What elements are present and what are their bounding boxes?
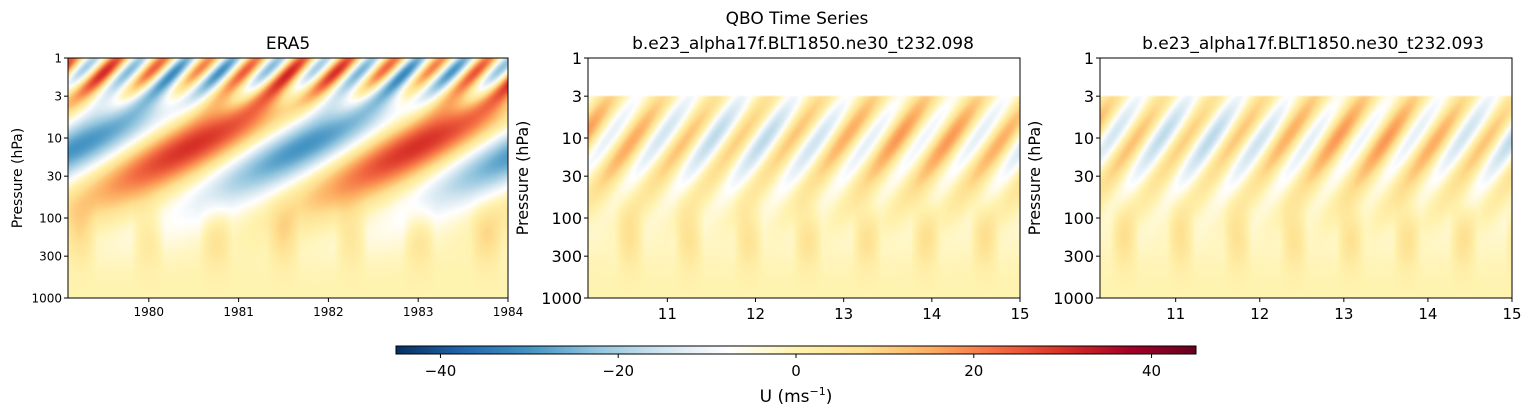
y-tick-label: 30 xyxy=(562,167,582,186)
plot-frame-run-098 xyxy=(587,57,1021,299)
y-tick-label: 3 xyxy=(1084,87,1094,106)
y-tick-label: 1 xyxy=(1084,49,1094,68)
colorbar-label-exponent: −1 xyxy=(810,385,826,398)
x-ticks-run-098: 11 12 13 14 15 xyxy=(658,298,1030,323)
suptitle: QBO Time Series xyxy=(726,9,869,29)
y-tick-label: 1000 xyxy=(31,291,62,305)
y-tick-label: 3 xyxy=(572,87,582,106)
panel-era5: ERA5 Pressure (hPa) 1 3 10 30 100 300 1000 198… xyxy=(10,34,523,319)
colorbar: −40 −20 0 20 40 U (ms−1) xyxy=(395,345,1197,407)
colorbar-tick-label: 20 xyxy=(964,362,983,380)
y-ticks-run-093: 1 3 10 30 100 300 1000 xyxy=(1053,49,1100,308)
y-tick-label: 30 xyxy=(1074,167,1094,186)
panel-run-093: b.e23_alpha17f.BLT1850.ne30_t232.093 Pre… xyxy=(1025,34,1522,323)
x-ticks-run-093: 11 12 13 14 15 xyxy=(1166,298,1522,323)
colorbar-label-main: U (ms xyxy=(760,387,810,407)
y-tick-label: 1000 xyxy=(541,289,582,308)
y-tick-label: 100 xyxy=(1063,209,1094,228)
y-tick-label: 10 xyxy=(47,131,62,145)
colorbar-label-close: ) xyxy=(826,387,833,407)
x-tick-label: 11 xyxy=(658,305,677,323)
y-tick-label: 10 xyxy=(562,129,582,148)
x-tick-label: 15 xyxy=(1010,305,1029,323)
y-tick-label: 10 xyxy=(1074,129,1094,148)
colorbar-tick-label: 40 xyxy=(1142,362,1161,380)
y-tick-label: 300 xyxy=(39,249,62,263)
x-ticks-era5: 1980 1981 1982 1983 1984 xyxy=(134,298,524,319)
plot-frame-era5 xyxy=(67,57,509,299)
heatmap-run-093 xyxy=(1100,58,1512,298)
y-tick-label: 1 xyxy=(54,51,62,65)
y-tick-label: 30 xyxy=(47,169,62,183)
y-tick-label: 300 xyxy=(1063,247,1094,266)
colorbar-tick-label: 0 xyxy=(791,362,801,380)
x-tick-label: 1982 xyxy=(313,305,344,319)
x-tick-label: 1983 xyxy=(403,305,434,319)
y-tick-label: 100 xyxy=(551,209,582,228)
colorbar-gradient xyxy=(395,345,1197,355)
y-axis-label-era5: Pressure (hPa) xyxy=(10,128,26,228)
x-tick-label: 1980 xyxy=(134,305,165,319)
y-tick-label: 100 xyxy=(39,211,62,225)
panel-title-run-093: b.e23_alpha17f.BLT1850.ne30_t232.093 xyxy=(1142,34,1484,54)
y-ticks-run-098: 1 3 10 30 100 300 1000 xyxy=(541,49,588,308)
plot-frame-run-093 xyxy=(1099,57,1513,299)
y-axis-label-run-098: Pressure (hPa) xyxy=(513,121,532,236)
x-tick-label: 12 xyxy=(746,305,765,323)
x-tick-label: 1981 xyxy=(223,305,254,319)
heatmap-era5 xyxy=(68,58,508,298)
x-tick-label: 1984 xyxy=(493,305,524,319)
panel-title-era5: ERA5 xyxy=(266,34,310,54)
x-tick-label: 12 xyxy=(1250,305,1269,323)
x-tick-label: 13 xyxy=(834,305,853,323)
colorbar-tick-label: −40 xyxy=(425,362,457,380)
y-tick-label: 3 xyxy=(54,89,62,103)
panel-run-098: b.e23_alpha17f.BLT1850.ne30_t232.098 Pre… xyxy=(513,34,1030,323)
y-tick-label: 1000 xyxy=(1053,289,1094,308)
y-ticks-era5: 1 3 10 30 100 300 1000 xyxy=(31,51,68,305)
y-axis-label-run-093: Pressure (hPa) xyxy=(1025,121,1044,236)
x-tick-label: 15 xyxy=(1502,305,1521,323)
x-tick-label: 14 xyxy=(922,305,941,323)
x-tick-label: 14 xyxy=(1418,305,1437,323)
y-tick-label: 300 xyxy=(551,247,582,266)
x-tick-label: 11 xyxy=(1166,305,1185,323)
panel-title-run-098: b.e23_alpha17f.BLT1850.ne30_t232.098 xyxy=(632,34,974,54)
colorbar-ticks: −40 −20 0 20 40 xyxy=(425,354,1161,380)
y-tick-label: 1 xyxy=(572,49,582,68)
colorbar-tick-label: −20 xyxy=(602,362,634,380)
x-tick-label: 13 xyxy=(1334,305,1353,323)
colorbar-label: U (ms−1) xyxy=(760,385,833,407)
heatmap-run-098 xyxy=(588,58,1020,298)
